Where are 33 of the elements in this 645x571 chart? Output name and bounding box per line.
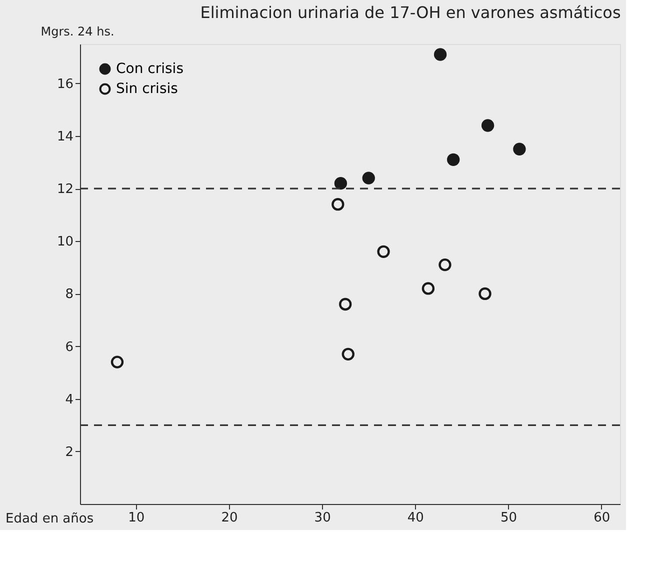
point (481, 119, 494, 132)
legend-label: Con crisis (116, 61, 184, 77)
chart-title: Eliminacion urinaria de 17-OH en varones asmáticos (200, 3, 621, 22)
y-tick-label: 10 (56, 234, 74, 250)
point (513, 142, 526, 156)
x-tick-label: 20 (221, 510, 238, 526)
point (377, 245, 390, 258)
y-tick-label: 12 (56, 182, 74, 198)
x-tick-label: 50 (500, 510, 518, 526)
y-axis-title: Mgrs. 24 hs. (40, 24, 114, 38)
y-tick-label: 8 (65, 287, 74, 302)
point (110, 356, 124, 368)
y-tick-label: 4 (65, 392, 74, 408)
point (334, 176, 348, 190)
x-axis-title: Edad en años (6, 512, 94, 526)
x-tick-label: 10 (128, 510, 145, 526)
y-tick-label: 16 (56, 76, 74, 92)
point (438, 258, 452, 272)
x-tick-label: 30 (314, 510, 331, 526)
y-tick-label: 2 (65, 444, 74, 460)
point (342, 348, 354, 361)
x-tick-label: 60 (594, 510, 610, 526)
point (339, 298, 352, 311)
point (422, 282, 435, 295)
y-tick-label: 14 (56, 130, 74, 144)
point (332, 198, 344, 211)
point (434, 48, 447, 61)
y-tick-label: 6 (65, 340, 74, 355)
legend-label: Sin crisis (116, 81, 178, 97)
point (478, 287, 492, 300)
x-tick-label: 40 (407, 510, 424, 526)
point (447, 153, 460, 166)
point (362, 172, 375, 184)
